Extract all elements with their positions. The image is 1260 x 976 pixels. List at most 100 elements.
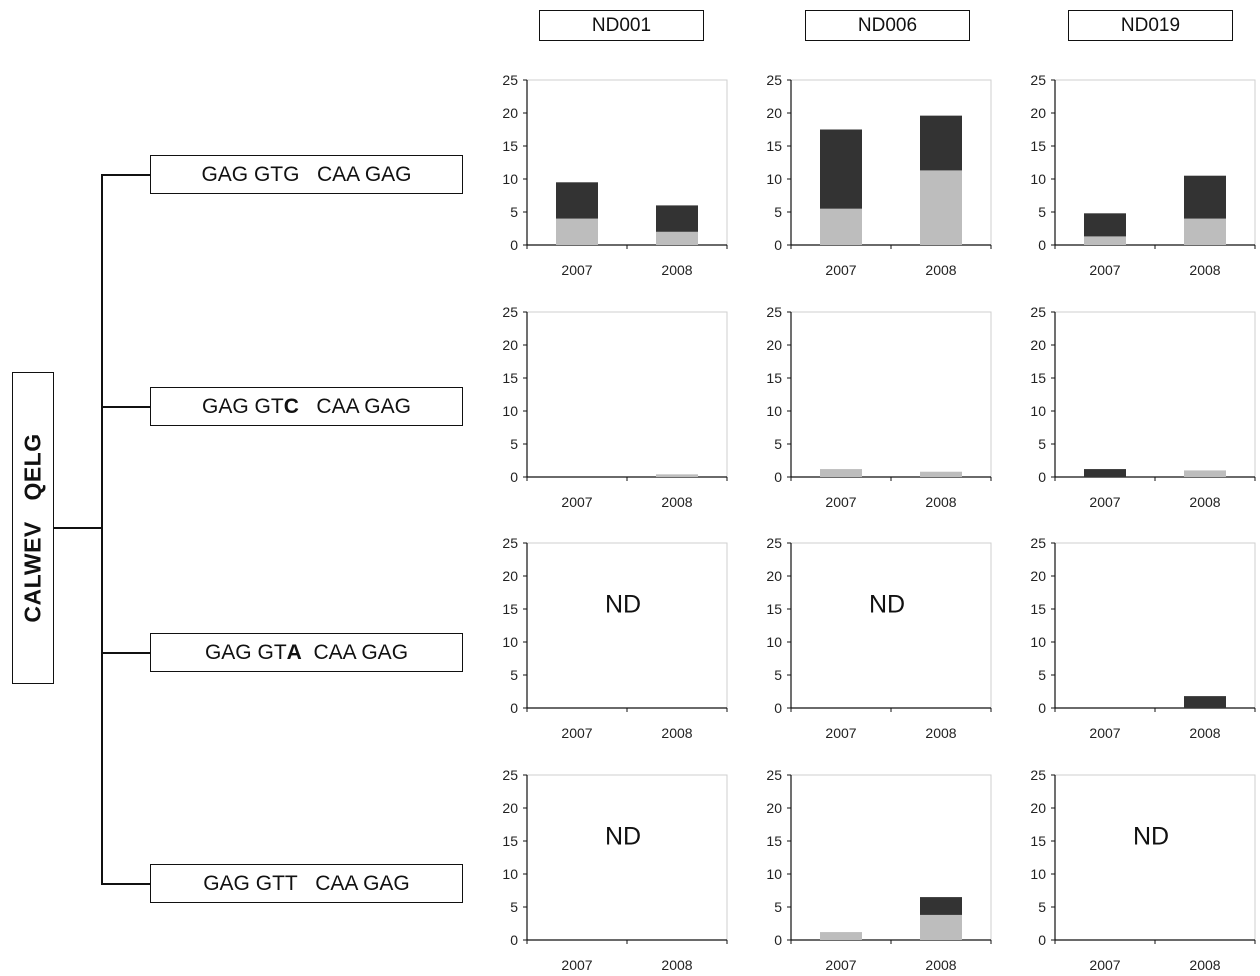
bar-segment-light	[656, 474, 698, 477]
tree-branch-line-4	[101, 883, 151, 885]
x-tick-label: 2008	[661, 957, 692, 973]
bar-segment-dark	[1184, 175, 1226, 219]
y-tick-label: 10	[1030, 403, 1046, 419]
y-tick-label: 0	[774, 469, 782, 485]
sequence-suffix: CAA GAG	[299, 162, 412, 186]
x-tick-label: 2007	[825, 957, 856, 973]
y-tick-label: 0	[510, 932, 518, 948]
tree-trunk-line	[101, 174, 103, 885]
x-tick-label: 2008	[661, 494, 692, 510]
sequence-prefix: GAG GT	[202, 394, 284, 418]
bar-segment-light	[820, 932, 862, 940]
x-tick-label: 2008	[1189, 725, 1220, 741]
y-tick-label: 20	[1030, 800, 1046, 816]
x-tick-label: 2008	[925, 957, 956, 973]
plot-area-frame	[1054, 311, 1256, 478]
y-tick-label: 15	[1030, 370, 1046, 386]
y-tick-label: 25	[766, 304, 782, 320]
y-tick-label: 25	[766, 535, 782, 551]
y-tick-label: 5	[510, 204, 518, 220]
y-tick-label: 0	[510, 700, 518, 716]
x-tick-label: 2008	[925, 725, 956, 741]
x-tick-label: 2008	[1189, 262, 1220, 278]
x-tick-label: 2007	[561, 262, 592, 278]
bar-segment-light	[1184, 470, 1226, 477]
y-tick-label: 25	[766, 72, 782, 88]
x-tick-label: 2007	[561, 494, 592, 510]
y-tick-label: 5	[510, 436, 518, 452]
sequence-prefix: GAG GT	[203, 871, 285, 895]
y-tick-label: 5	[774, 204, 782, 220]
y-tick-label: 25	[502, 72, 518, 88]
patient-header-nd001: ND001	[539, 10, 704, 41]
x-tick-label: 2008	[1189, 494, 1220, 510]
sequence-suffix: CAA GAG	[301, 640, 409, 664]
x-tick-label: 2007	[1089, 262, 1120, 278]
nd-label: ND	[1133, 822, 1169, 850]
y-tick-label: 15	[502, 833, 518, 849]
patient-label: ND019	[1120, 14, 1181, 36]
plot-area-frame	[1054, 542, 1256, 709]
patient-label: ND006	[857, 14, 918, 36]
epitope-root-box	[12, 372, 54, 684]
sequence-prefix: GAG GT	[204, 640, 287, 664]
y-tick-label: 10	[502, 866, 518, 882]
y-tick-label: 15	[766, 601, 782, 617]
y-tick-label: 20	[766, 105, 782, 121]
sequence-variant: T	[284, 871, 298, 895]
patient-header-nd019: ND019	[1068, 10, 1233, 41]
y-tick-label: 10	[1030, 866, 1046, 882]
y-tick-label: 5	[774, 436, 782, 452]
y-tick-label: 20	[1030, 337, 1046, 353]
y-tick-label: 20	[766, 800, 782, 816]
y-tick-label: 10	[766, 171, 782, 187]
y-tick-label: 0	[774, 932, 782, 948]
bar-segment-light	[920, 170, 962, 245]
sequence-suffix: CAA GAG	[297, 871, 410, 895]
y-tick-label: 25	[1030, 767, 1046, 783]
y-tick-label: 15	[1030, 601, 1046, 617]
y-tick-label: 5	[510, 899, 518, 915]
y-tick-label: 25	[1030, 304, 1046, 320]
nd-label: ND	[605, 590, 641, 618]
x-tick-label: 2008	[1189, 957, 1220, 973]
y-tick-label: 20	[766, 568, 782, 584]
sequence-box-2: GAG GT C CAA GAG	[150, 387, 463, 426]
y-tick-label: 20	[766, 337, 782, 353]
y-tick-label: 0	[1038, 700, 1046, 716]
plot-area-frame	[790, 311, 992, 478]
sequence-variant: A	[286, 640, 302, 664]
y-tick-label: 25	[1030, 72, 1046, 88]
y-tick-label: 0	[1038, 237, 1046, 253]
x-tick-label: 2007	[825, 262, 856, 278]
tree-branch-line-1	[101, 174, 151, 176]
patient-header-nd006: ND006	[805, 10, 970, 41]
bar-segment-light	[556, 218, 598, 245]
x-tick-label: 2007	[825, 725, 856, 741]
sequence-suffix: CAA GAG	[298, 394, 411, 418]
bar-segment-light	[1084, 236, 1126, 245]
sequence-box-1: GAG GT G CAA GAG	[150, 155, 463, 194]
y-tick-label: 25	[502, 767, 518, 783]
x-tick-label: 2008	[925, 494, 956, 510]
y-tick-label: 15	[502, 601, 518, 617]
bar-segment-dark	[656, 205, 698, 232]
tree-branch-line-3	[101, 652, 151, 654]
y-tick-label: 5	[774, 667, 782, 683]
x-tick-label: 2007	[1089, 957, 1120, 973]
y-tick-label: 0	[774, 237, 782, 253]
bar-segment-light	[920, 914, 962, 940]
y-tick-label: 20	[502, 568, 518, 584]
y-tick-label: 0	[1038, 469, 1046, 485]
plot-area-frame	[790, 542, 992, 709]
nd-label: ND	[869, 590, 905, 618]
tree-stem-line	[54, 527, 102, 529]
x-tick-label: 2007	[1089, 725, 1120, 741]
y-tick-label: 15	[502, 370, 518, 386]
y-tick-label: 25	[766, 767, 782, 783]
x-tick-label: 2007	[561, 957, 592, 973]
x-tick-label: 2007	[825, 494, 856, 510]
bar-segment-dark	[1184, 696, 1226, 708]
bar-segment-dark	[820, 129, 862, 209]
